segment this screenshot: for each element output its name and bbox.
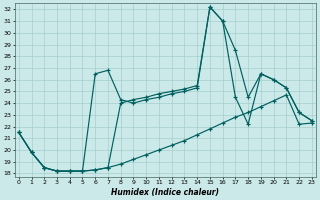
X-axis label: Humidex (Indice chaleur): Humidex (Indice chaleur) [111, 188, 219, 197]
